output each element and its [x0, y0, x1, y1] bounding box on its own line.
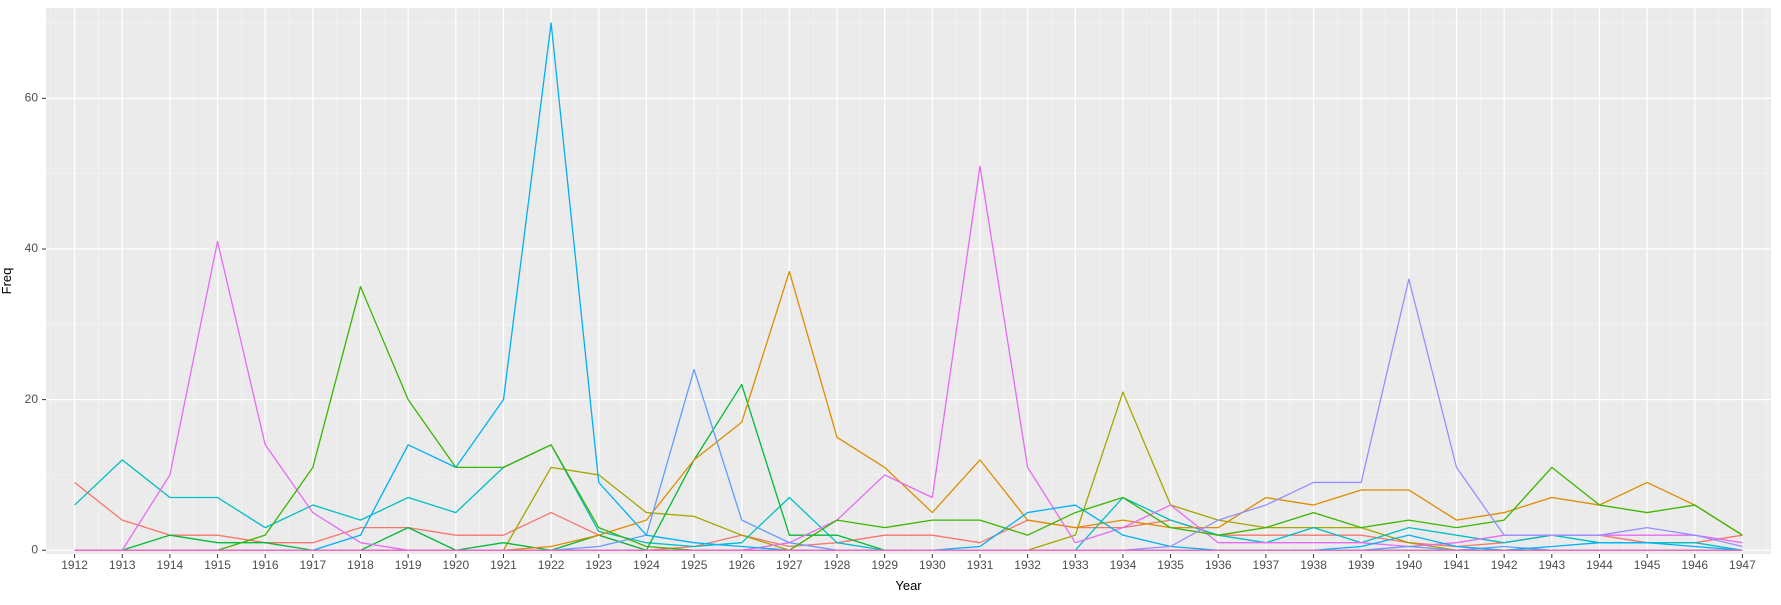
x-tick-label: 1926 [728, 558, 755, 572]
y-axis-title: Freq [0, 268, 14, 295]
x-tick-label: 1914 [157, 558, 184, 572]
line-chart: 0 20 40 60 1912 1913 1914 1915 1916 1917 1918 1919 1… [0, 0, 1781, 600]
x-tick-label: 1944 [1586, 558, 1613, 572]
x-tick-label: 1922 [538, 558, 565, 572]
x-tick-label: 1943 [1538, 558, 1565, 572]
x-tick-label: 1913 [109, 558, 136, 572]
x-tick-label: 1930 [919, 558, 946, 572]
y-tick-label: 20 [25, 392, 39, 406]
x-axis-title: Year [895, 578, 921, 593]
x-tick-label: 1939 [1348, 558, 1375, 572]
x-tick-label: 1912 [61, 558, 88, 572]
x-tick-label: 1920 [442, 558, 469, 572]
x-tick-label: 1931 [967, 558, 994, 572]
x-tick-label: 1936 [1205, 558, 1232, 572]
x-tick-label: 1917 [299, 558, 326, 572]
x-tick-label: 1915 [204, 558, 231, 572]
x-tick-label: 1927 [776, 558, 803, 572]
x-tick-label: 1942 [1491, 558, 1518, 572]
x-tick-label: 1924 [633, 558, 660, 572]
x-tick-label: 1923 [585, 558, 612, 572]
x-tick-label: 1929 [871, 558, 898, 572]
x-tick-label: 1921 [490, 558, 517, 572]
x-tick-label: 1946 [1681, 558, 1708, 572]
x-tick-label: 1933 [1062, 558, 1089, 572]
x-tick-label: 1925 [681, 558, 708, 572]
x-tick-label: 1947 [1729, 558, 1756, 572]
x-tick-label: 1940 [1395, 558, 1422, 572]
x-tick-label: 1919 [395, 558, 422, 572]
x-tick-label: 1941 [1443, 558, 1470, 572]
x-tick-label: 1932 [1014, 558, 1041, 572]
x-tick-label: 1938 [1300, 558, 1327, 572]
x-tick-label: 1928 [824, 558, 851, 572]
x-tick-label: 1937 [1253, 558, 1280, 572]
x-tick-label: 1945 [1634, 558, 1661, 572]
x-tick-label: 1934 [1110, 558, 1137, 572]
y-tick-label: 60 [25, 91, 39, 105]
x-tick-label: 1918 [347, 558, 374, 572]
x-tick-label: 1935 [1157, 558, 1184, 572]
y-tick-label: 40 [25, 241, 39, 255]
chart-svg: 0 20 40 60 1912 1913 1914 1915 1916 1917 1918 1919 1… [0, 0, 1781, 600]
y-tick-label: 0 [31, 542, 38, 556]
x-tick-label: 1916 [252, 558, 279, 572]
